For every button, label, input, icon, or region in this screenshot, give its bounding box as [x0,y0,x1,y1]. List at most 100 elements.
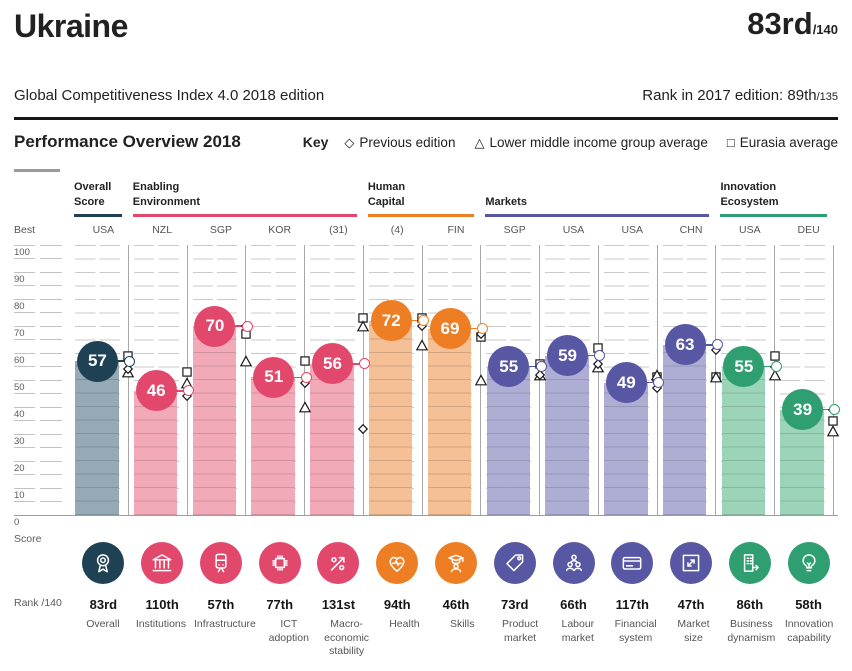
score-value: 55 [734,356,754,376]
gridline-dash [14,271,62,273]
gridline-dash [14,352,62,354]
pillar-icon-cell [368,542,427,584]
marker-axis-line [245,245,247,515]
y-axis-tick: 100 [14,247,30,258]
graduate-icon [434,542,477,584]
marker-score-circle [594,350,606,362]
pillar-group-3: Markets [485,169,720,217]
bubble-connector [525,365,541,368]
score-bubble: 49 [605,362,647,404]
overall-rank-value: 83rd [747,6,813,41]
diamond-icon: ◇ [344,134,355,150]
score-bar [545,355,589,515]
marker-income-group-average [239,355,253,367]
bank-icon [141,542,184,584]
pillar-rank: 83rd [89,597,118,612]
marker-income-group-average [474,374,488,386]
bubble-connector [113,360,129,362]
score-bar [486,366,531,515]
gridline-dash [14,433,62,435]
pillar-group-underline [132,214,357,217]
chart-column-9: 49 [603,245,665,515]
gridline-dash [14,393,62,394]
score-value: 63 [675,334,695,354]
marker-score-circle [300,371,312,383]
marker-eurasia-average [299,355,311,367]
marker-score-circle [535,361,547,372]
section-divider [14,117,838,120]
pillar-groups-row: Overall Score Enabling Environment Human C… [14,169,838,217]
bubble-connector [290,376,306,379]
gridline-dash [14,406,62,408]
bubble-connector [172,390,188,392]
gridline-dash [14,339,62,340]
marker-score-circle [418,315,430,327]
chart-column-0: 57 [74,245,136,515]
gridline-dash [14,312,62,313]
score-bar [369,320,413,515]
pillar-icon-cell [250,542,309,584]
key-item-previous-edition: ◇ Previous edition [344,134,456,150]
marker-income-group-average [415,339,429,351]
best-label: Best [14,224,36,236]
pillar-name: Labour market [561,618,595,644]
score-bubble: 39 [782,389,824,431]
square-icon: □ [726,134,735,150]
pillar-ranks-row: Rank /140 83rd 110th 57th 77th 131st 94th 46th… [14,597,838,612]
y-axis-title: Score [14,533,42,545]
key-item-income-group-average: △ Lower middle income group average [474,134,708,150]
score-bubble: 69 [429,308,471,350]
marker-score-circle [183,385,195,397]
gridline-dash [14,379,62,381]
bubble-connector [819,408,834,411]
chart-column-7: 55 [485,245,547,515]
pillar-icon-cell [133,542,192,584]
best-country: USA [621,224,644,236]
pillar-icon-cell [192,542,251,584]
previous-edition-rank-total: /135 [816,91,838,103]
gridline-dash [14,258,62,259]
bubble-connector [348,363,364,365]
pillar-rank: 46th [442,597,470,612]
lightbulb-icon [787,542,830,584]
y-axis-tick: 70 [14,328,25,339]
score-bubble: 55 [488,346,530,387]
best-country: SGP [209,224,232,236]
pillar-rank: 117th [615,597,649,612]
marker-score-circle [359,358,371,370]
edition-label: Global Competitiveness Index 4.0 2018 ed… [14,87,325,104]
pillar-rank: 47th [677,597,705,612]
score-value: 72 [381,310,401,330]
chart-column-11: 55 [720,245,782,515]
pillar-rank: 58th [795,597,822,612]
marker-score-circle [476,323,488,335]
best-country: SGP [503,224,526,236]
pillar-group-label: Innovation Ecosystem [720,181,779,208]
score-bar [75,361,119,515]
pillar-group-1: Enabling Environment [132,169,368,217]
marker-income-group-average [298,401,311,413]
pillar-icon-cell [662,542,721,584]
pillar-icon-cell [309,542,368,584]
pillar-group-underline [74,214,122,217]
best-country: DEU [797,224,820,236]
score-value: 46 [146,380,166,400]
groups-gutter [14,169,74,217]
y-axis-tick: 60 [14,355,25,366]
bubble-connector [701,344,717,346]
score-value: 57 [87,351,107,371]
best-country: (31) [329,224,348,236]
pillar-rank: 86th [736,597,764,612]
best-country: FIN [447,224,465,236]
score-bar [192,326,237,515]
y-axis: 100 90 80 70 60 50 40 30 20 10 0 Score [14,244,74,545]
gridline-dash [14,366,62,367]
pillar-name: Health [389,618,420,630]
gridline-dash [14,325,62,327]
people-icon [552,542,595,584]
gridline-dash [14,447,62,448]
pillar-group-4: Innovation Ecosystem [720,169,838,217]
page-title: Ukraine [14,8,128,44]
score-bubble: 56 [311,343,353,385]
best-country-row: Best USA NZL SGP KOR (31) (4) FIN SGP USA USA CHN U… [14,224,838,236]
